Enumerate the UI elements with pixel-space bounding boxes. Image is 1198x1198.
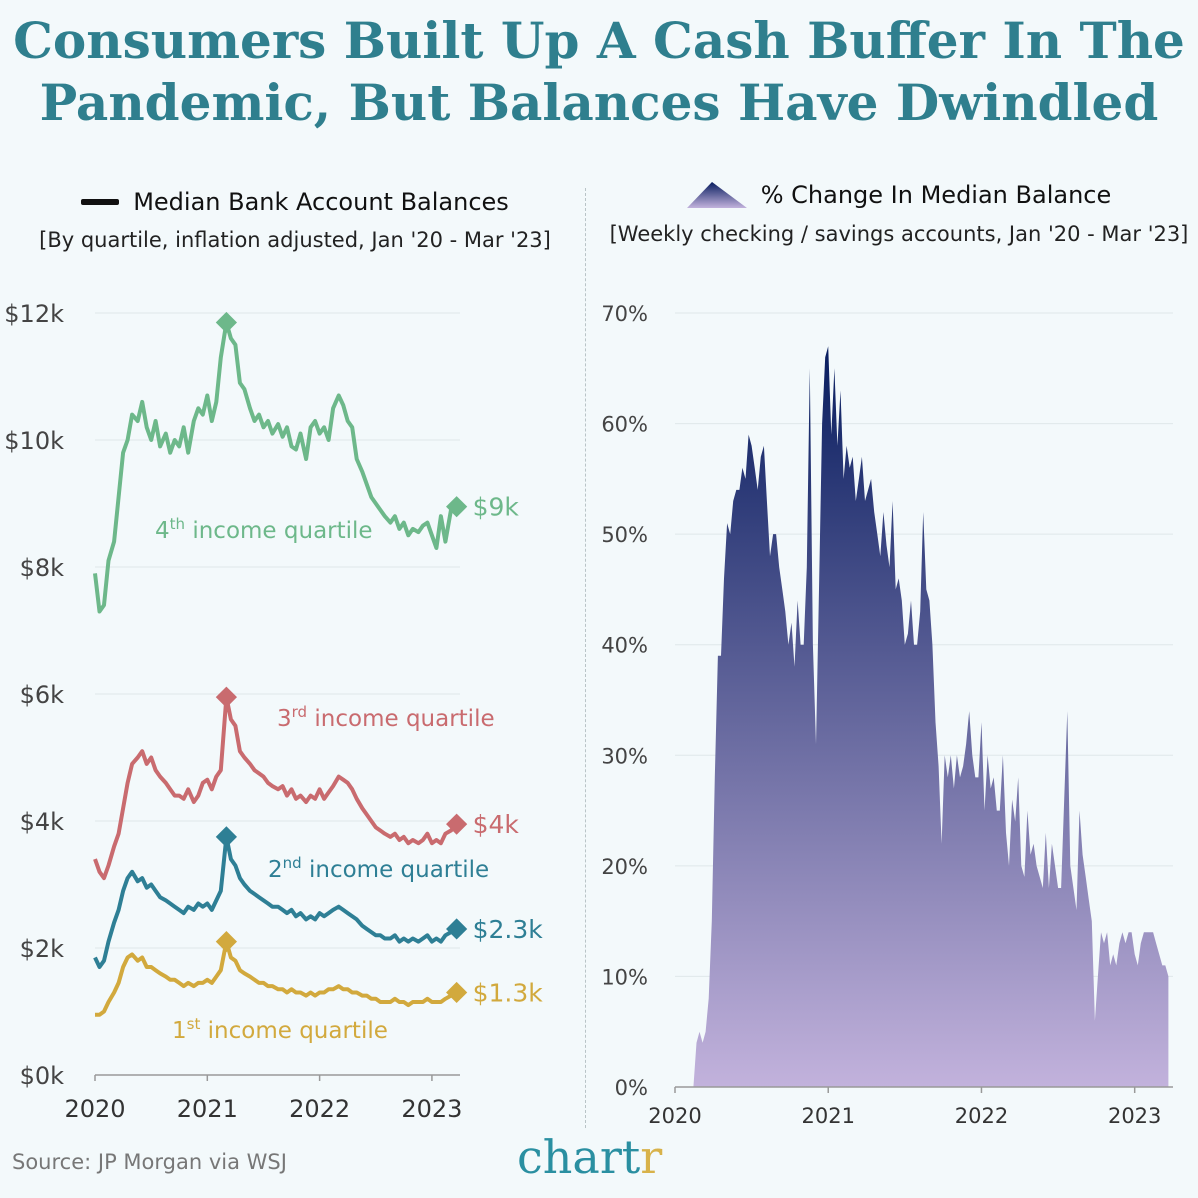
end-marker-q1 <box>446 981 468 1004</box>
brand-logo: chartr <box>517 1130 662 1184</box>
title-line-2: Pandemic, But Balances Have Dwindled <box>39 73 1159 132</box>
left-chart-subtitle: [By quartile, inflation adjusted, Jan '2… <box>39 228 551 252</box>
right-area-chart: 0% 10% 20% 30% 40% 50% 60% 70% 2020 2021 2022 2023 <box>601 302 1173 1128</box>
y-tick-label: $0k <box>20 1062 65 1090</box>
panel-divider <box>585 188 586 1128</box>
y-tick-label: 50% <box>601 523 648 547</box>
brand-text: chart <box>517 1130 641 1184</box>
y-tick-label: 40% <box>601 634 648 658</box>
x-tick-label: 2021 <box>802 1104 855 1128</box>
peak-marker-q1 <box>215 931 238 953</box>
series-line-q2 <box>93 834 458 969</box>
end-value-label-q4: $9k <box>473 493 520 522</box>
series-line-q1 <box>95 939 458 1017</box>
chart-title: Consumers Built Up A Cash Buffer In The … <box>0 10 1198 134</box>
area-legend-icon <box>686 182 747 208</box>
left-chart-title: Median Bank Account Balances <box>133 188 509 216</box>
y-tick-label: $4k <box>20 808 65 836</box>
y-tick-label: $2k <box>20 935 65 963</box>
peak-marker-q3 <box>215 686 238 708</box>
y-tick-label: 60% <box>601 413 648 437</box>
brand-accent-text: r <box>640 1130 663 1184</box>
right-chart-header: % Change In Median Balance [Weekly check… <box>600 180 1198 246</box>
end-value-label-q2: $2.3k <box>473 915 544 944</box>
y-tick-label: 70% <box>601 302 648 326</box>
left-chart-header: Median Bank Account Balances [By quartil… <box>20 188 570 252</box>
line-legend-icon <box>81 199 120 205</box>
peak-marker-q4 <box>215 311 238 334</box>
x-tick-label: 2023 <box>401 1095 462 1123</box>
series-label-q1: 1st income quartile <box>172 1015 388 1044</box>
y-tick-label: $12k <box>4 300 64 328</box>
x-tick-label: 2021 <box>177 1095 238 1123</box>
end-value-label-q3: $4k <box>473 810 520 839</box>
y-tick-label: 10% <box>601 965 648 989</box>
end-marker-q2 <box>446 918 468 940</box>
right-chart-title: % Change In Median Balance <box>760 181 1112 209</box>
y-tick-label: $10k <box>4 427 64 455</box>
series-line-q3 <box>93 695 459 881</box>
title-line-1: Consumers Built Up A Cash Buffer In The <box>13 11 1185 70</box>
y-tick-label: 0% <box>615 1076 648 1100</box>
left-legend: Median Bank Account Balances <box>20 188 570 216</box>
source-note: Source: JP Morgan via WSJ <box>12 1150 287 1174</box>
right-legend: % Change In Median Balance <box>600 180 1198 210</box>
series-label-q2: 2nd income quartile <box>268 854 489 883</box>
series-label-q3: 3rd income quartile <box>277 703 495 732</box>
x-tick-label: 2022 <box>955 1104 1008 1128</box>
left-line-chart: $0k $2k $4k $6k $8k $10k $12k 2020 2021 2022 2023 $… <box>4 300 544 1123</box>
series-line-q4 <box>93 320 458 614</box>
area-series <box>675 346 1169 1087</box>
end-value-label-q1: $1.3k <box>473 978 544 1007</box>
y-tick-label: $8k <box>20 554 65 582</box>
peak-marker-q2 <box>215 826 238 848</box>
series-label-q4: 4th income quartile <box>155 515 373 544</box>
y-tick-label: 20% <box>601 855 648 879</box>
x-tick-label: 2022 <box>289 1095 350 1123</box>
x-tick-label: 2020 <box>648 1104 701 1128</box>
x-tick-label: 2020 <box>64 1095 125 1123</box>
y-tick-label: 30% <box>601 744 648 768</box>
y-tick-label: $6k <box>20 681 65 709</box>
right-chart-subtitle: [Weekly checking / savings accounts, Jan… <box>609 222 1189 246</box>
end-marker-q3 <box>446 813 468 835</box>
x-tick-label: 2023 <box>1108 1104 1161 1128</box>
